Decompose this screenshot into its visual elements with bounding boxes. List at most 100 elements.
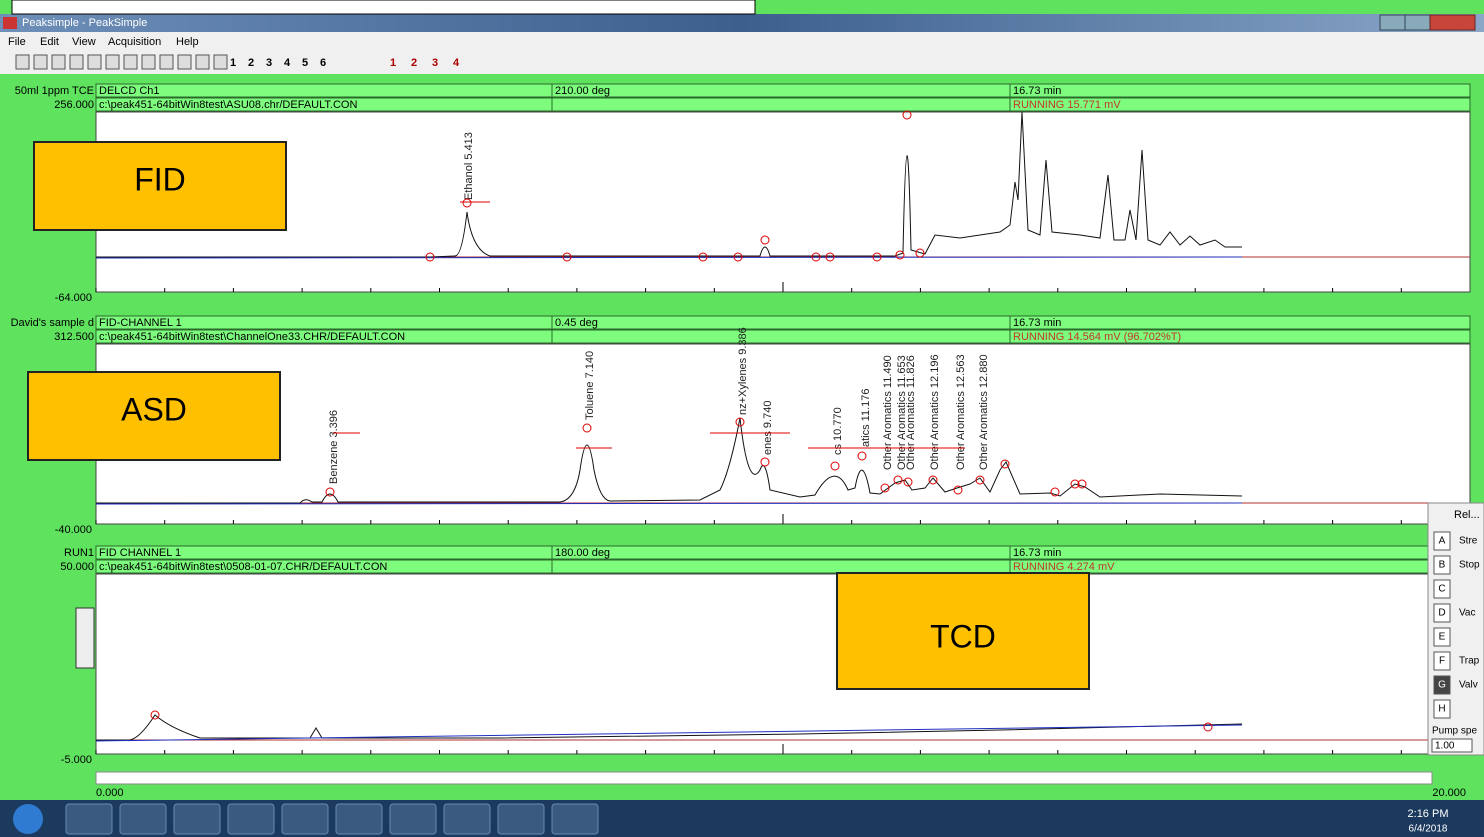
- tool-icon[interactable]: [159, 54, 174, 70]
- peak-marker: [462, 198, 472, 208]
- peak-label: Ethanol 5.413: [463, 132, 475, 200]
- y-max: 256.000: [54, 99, 94, 111]
- channel-button[interactable]: 1: [390, 57, 396, 69]
- side-key-label: Valv: [1459, 680, 1478, 691]
- peak-marker: [1050, 487, 1060, 497]
- overlay-label-box: [836, 572, 1090, 690]
- tool-icon[interactable]: [51, 54, 66, 70]
- plots: 50ml 1ppm TCE 256.000 -64.000 DELCD Ch1 c:\p…: [11, 83, 1471, 766]
- side-key[interactable]: [1433, 675, 1451, 695]
- plot-area: [95, 573, 1471, 755]
- taskbar-app[interactable]: [65, 803, 113, 835]
- taskbar-app[interactable]: [335, 803, 383, 835]
- side-key[interactable]: [1433, 579, 1451, 599]
- peak-marker: [893, 475, 903, 485]
- header-cell: [551, 97, 1011, 112]
- pump-input[interactable]: [1431, 738, 1473, 753]
- side-key-letter: H: [1438, 704, 1445, 715]
- menu-item[interactable]: File: [8, 36, 26, 48]
- tool-icon[interactable]: [105, 54, 120, 70]
- pump-value: 1.00: [1435, 741, 1455, 752]
- taskbar-app[interactable]: [443, 803, 491, 835]
- tool-icon[interactable]: [213, 54, 228, 70]
- side-key[interactable]: [1433, 651, 1451, 671]
- panel-name: David's sample d: [11, 317, 94, 329]
- channel-button[interactable]: 4: [453, 57, 460, 69]
- peak-label: Other Aromatics 12.196: [929, 354, 941, 470]
- tool-icon[interactable]: [177, 54, 192, 70]
- side-key-label: Stop: [1459, 560, 1480, 571]
- peak-marker: [1000, 459, 1010, 469]
- peak-marker: [425, 252, 435, 262]
- peak-label: enes 9.740: [762, 401, 774, 455]
- side-key[interactable]: [1433, 699, 1451, 719]
- side-key[interactable]: [1433, 531, 1451, 551]
- toolbar-number[interactable]: 4: [284, 57, 291, 69]
- peak-marker: [830, 461, 840, 471]
- peak-label: nz+Xylenes 9.386: [737, 327, 749, 415]
- tool-icon[interactable]: [87, 54, 102, 70]
- toolbar-number[interactable]: 2: [248, 57, 254, 69]
- taskbar-app[interactable]: [119, 803, 167, 835]
- minimize[interactable]: [1379, 14, 1406, 31]
- peak-marker: [975, 475, 985, 485]
- side-panel: Rel... A Stre B Stop C D Vac E F Trap G Valv H Pump sp…: [1427, 502, 1484, 756]
- channel-button[interactable]: 3: [432, 57, 438, 69]
- y-max: 312.500: [54, 331, 94, 343]
- overlay-label-box: [27, 371, 281, 461]
- fit-baseline: [95, 502, 1243, 505]
- maximize[interactable]: [1404, 14, 1431, 31]
- menu-item[interactable]: Acquisition: [108, 36, 161, 48]
- run-time: 16.73 min: [1013, 317, 1061, 329]
- side-key[interactable]: [1433, 555, 1451, 575]
- detector: DELCD Ch1: [99, 85, 160, 97]
- menu-item[interactable]: Edit: [40, 36, 59, 48]
- taskbar-app[interactable]: [497, 803, 545, 835]
- peak-label: Benzene 3.396: [328, 410, 340, 484]
- peak-marker: [735, 417, 745, 427]
- toolbar-number[interactable]: 6: [320, 57, 326, 69]
- tool-icon[interactable]: [195, 54, 210, 70]
- toolbar-number[interactable]: 3: [266, 57, 272, 69]
- close[interactable]: [1429, 14, 1476, 31]
- toolbar-number[interactable]: 5: [302, 57, 308, 69]
- tool-icon[interactable]: [15, 54, 30, 70]
- peak-marker: [1203, 722, 1213, 732]
- window-title: Peaksimple - PeakSimple: [22, 17, 147, 29]
- menu-item[interactable]: Help: [176, 36, 199, 48]
- header-cell: [1009, 545, 1471, 560]
- header-cell: [1009, 329, 1471, 344]
- side-key-letter: B: [1439, 560, 1446, 571]
- channel-button[interactable]: 2: [411, 57, 417, 69]
- tool-icon[interactable]: [69, 54, 84, 70]
- taskbar-app[interactable]: [281, 803, 329, 835]
- side-key[interactable]: [1433, 603, 1451, 623]
- tool-icon[interactable]: [33, 54, 48, 70]
- side-key-label: Stre: [1459, 536, 1478, 547]
- header-cell: [551, 545, 1011, 560]
- header-cell: [1009, 315, 1471, 330]
- scrollbar[interactable]: [95, 771, 1433, 785]
- detector: FID-CHANNEL 1: [99, 317, 182, 329]
- start-button[interactable]: [13, 804, 43, 834]
- side-key-letter: G: [1438, 680, 1446, 691]
- side-key[interactable]: [1433, 627, 1451, 647]
- taskbar-app[interactable]: [389, 803, 437, 835]
- overlay-box: [11, 0, 756, 15]
- zoom-buttons[interactable]: [75, 607, 95, 669]
- status: RUNNING 4.274 mV: [1013, 561, 1115, 573]
- taskbar-app[interactable]: [227, 803, 275, 835]
- peak-label: Other Aromatics 11.826: [905, 355, 917, 470]
- tool-icon[interactable]: [141, 54, 156, 70]
- side-key-label: Trap: [1459, 656, 1480, 667]
- menu-item[interactable]: View: [72, 36, 96, 48]
- peak-label: Other Aromatics 11.653: [896, 355, 908, 470]
- peak-marker: [150, 710, 160, 720]
- peak-marker: [902, 110, 912, 120]
- tool-icon[interactable]: [123, 54, 138, 70]
- taskbar-app[interactable]: [173, 803, 221, 835]
- panel-name: RUN1: [64, 547, 94, 559]
- toolbar-number[interactable]: 1: [230, 57, 236, 69]
- taskbar-app[interactable]: [551, 803, 599, 835]
